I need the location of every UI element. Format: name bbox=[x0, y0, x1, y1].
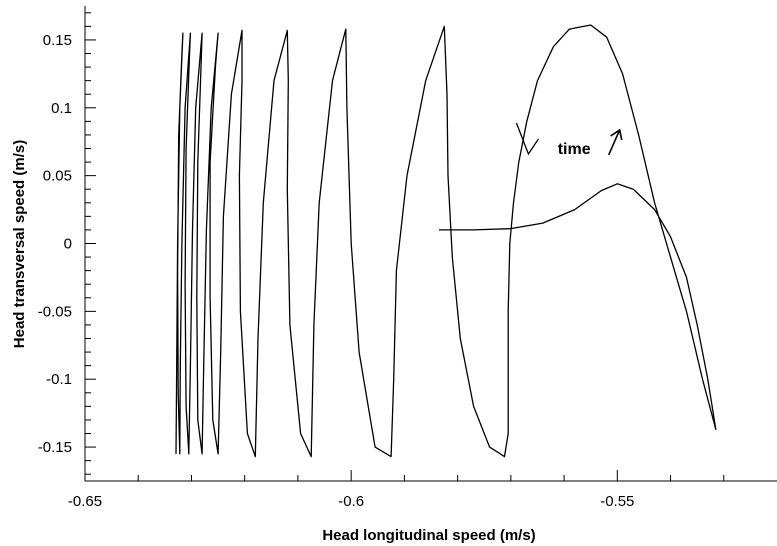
curve-direction-arrowhead bbox=[515, 122, 539, 156]
series-layer bbox=[175, 24, 717, 458]
series-line-0 bbox=[175, 24, 717, 458]
y-tick-label: 0.15 bbox=[43, 32, 72, 49]
tick-labels: -0.65 -0.6 -0.55 0.15 0.1 0.05 0 -0.05 -0.1 -0.15 bbox=[38, 32, 635, 510]
x-tick-label: -0.55 bbox=[600, 493, 634, 510]
y-tick-label: 0.1 bbox=[51, 100, 72, 117]
annotations: time bbox=[515, 122, 623, 158]
x-tick-label: -0.6 bbox=[338, 493, 364, 510]
y-tick-label: -0.15 bbox=[38, 439, 72, 456]
y-tick-label: -0.05 bbox=[38, 303, 72, 320]
time-annotation: time bbox=[558, 141, 591, 158]
y-tick-label: 0 bbox=[64, 236, 72, 253]
x-axis-title: Head longitudinal speed (m/s) bbox=[322, 527, 535, 544]
y-tick-label: 0.05 bbox=[43, 168, 72, 185]
y-axis-title: Head transversal speed (m/s) bbox=[11, 140, 28, 348]
tick-marks bbox=[84, 12, 725, 481]
y-tick-label: -0.1 bbox=[46, 371, 72, 388]
x-tick-label: -0.65 bbox=[68, 493, 102, 510]
time-direction-arrow bbox=[607, 128, 623, 156]
